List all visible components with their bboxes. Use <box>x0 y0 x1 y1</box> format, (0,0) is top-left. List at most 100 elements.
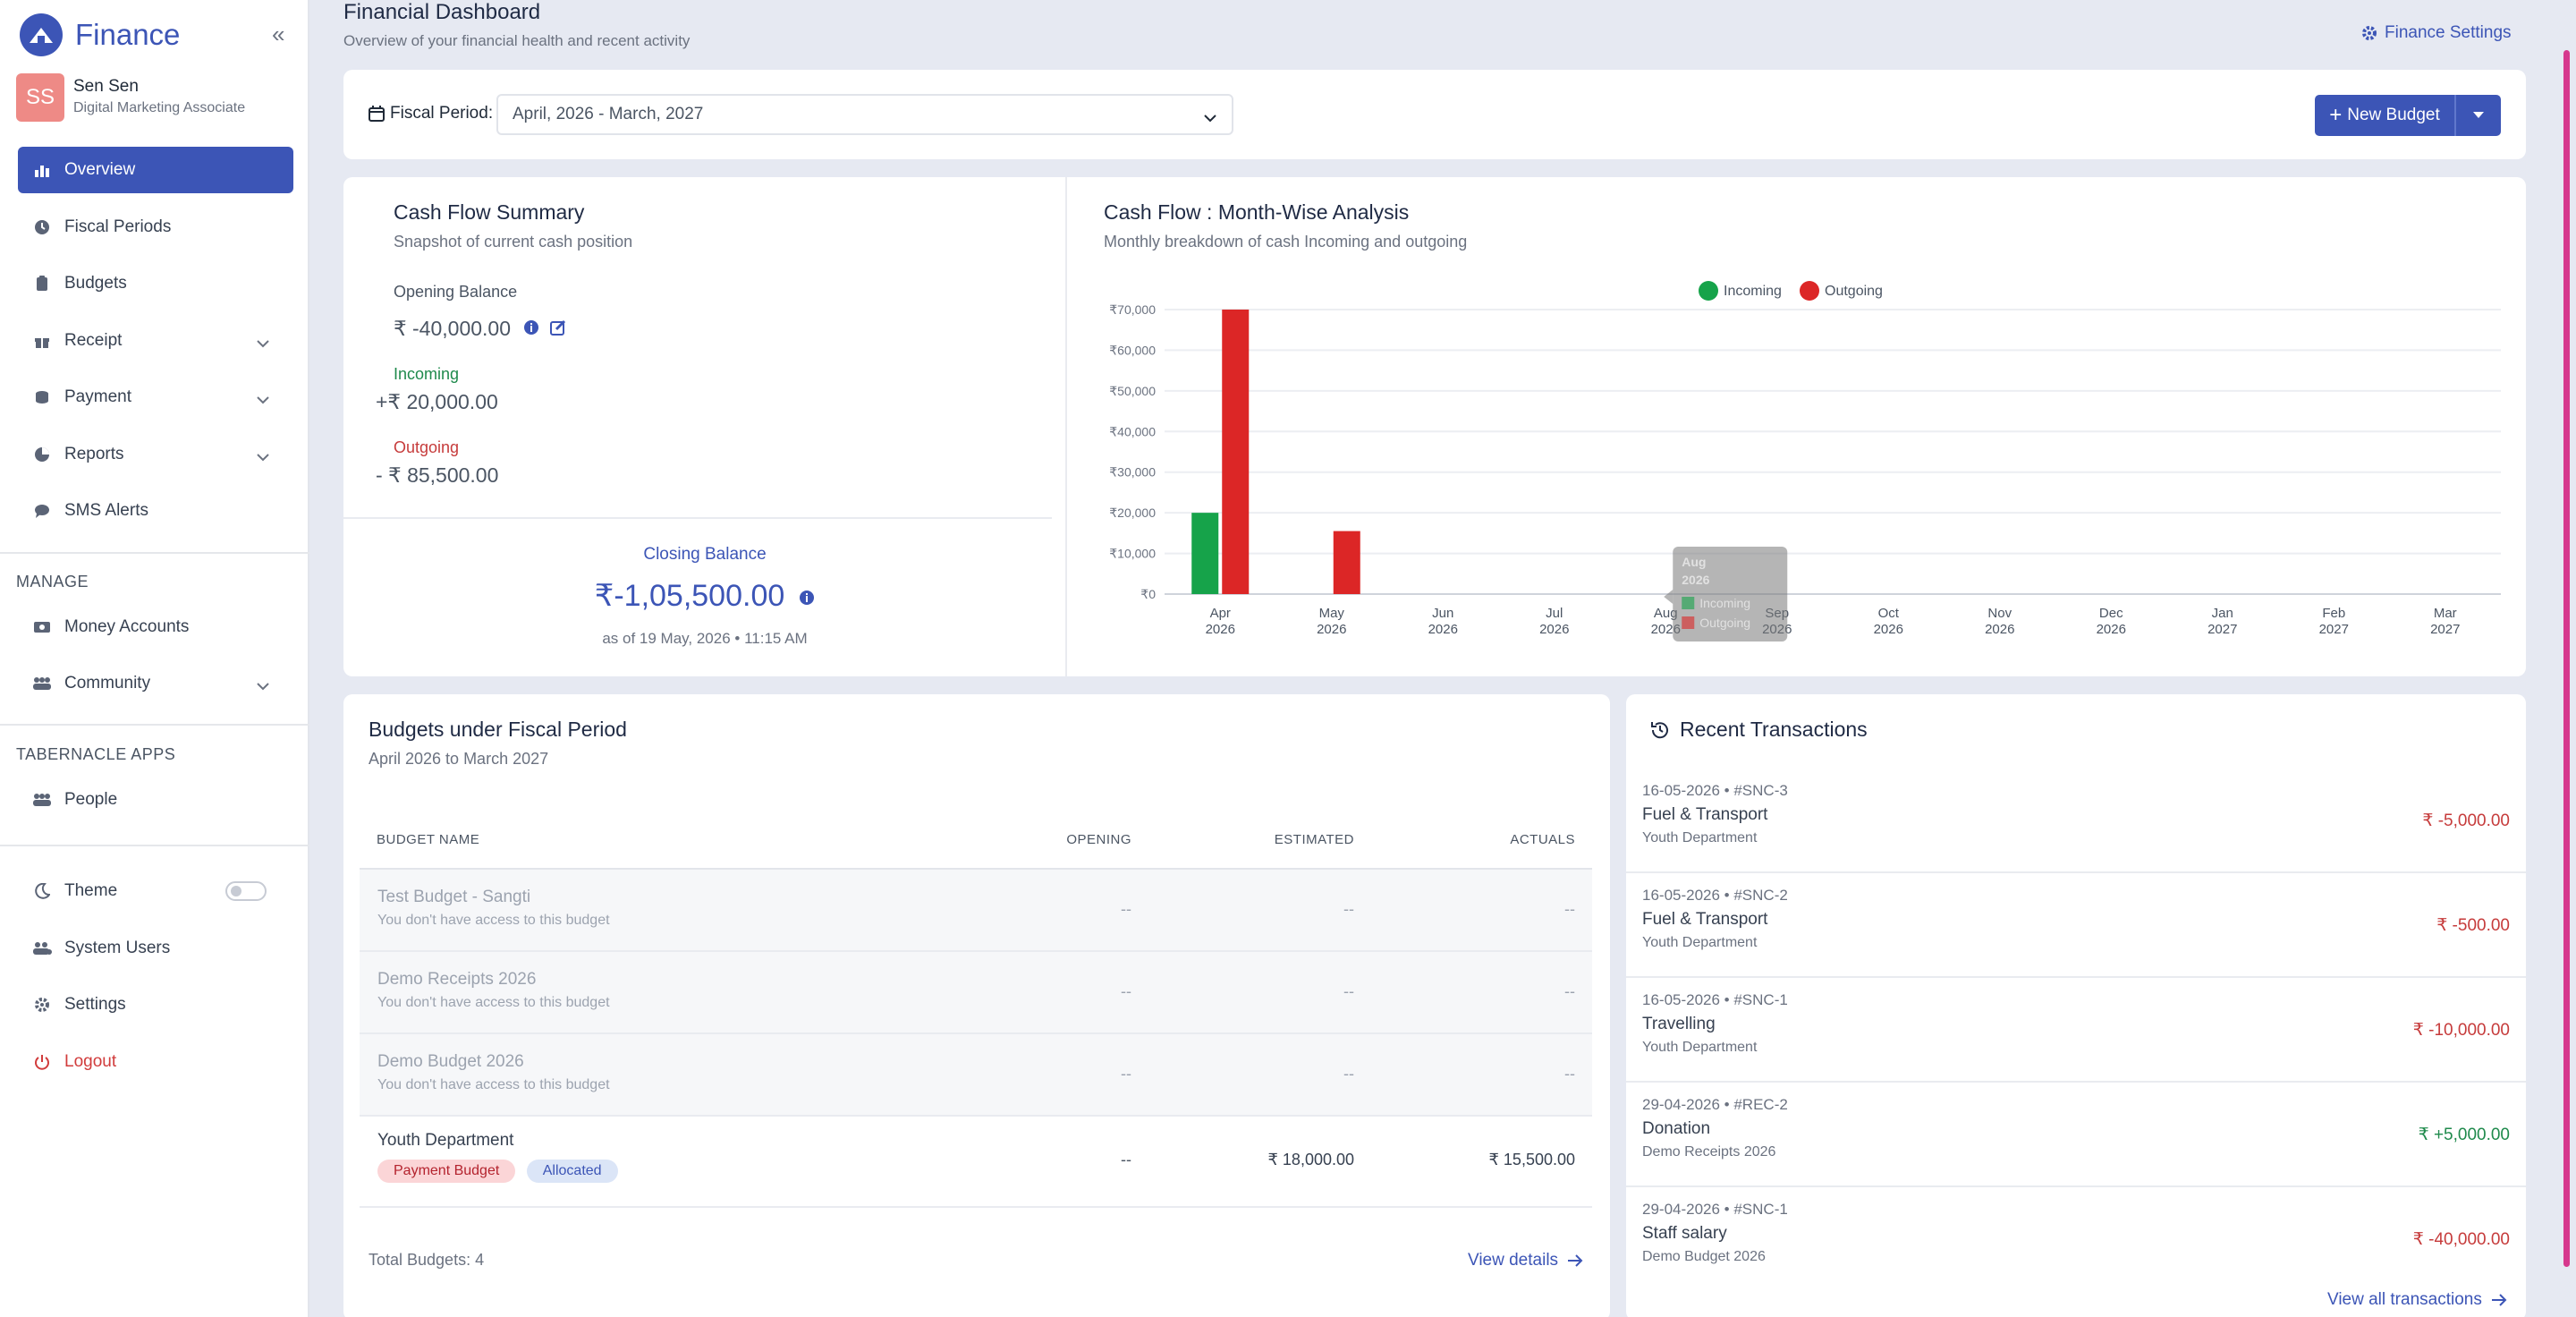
y-tick-label: ₹40,000 <box>1109 424 1156 438</box>
sidebar-item-theme[interactable]: Theme <box>18 868 293 914</box>
budget-estimated: -- <box>1343 1065 1354 1083</box>
transaction-meta: 16-05-2026 • #SNC-1 <box>1642 991 1788 1008</box>
page-scrollbar[interactable] <box>2563 50 2570 1267</box>
sidebar-item-label: Overview <box>64 160 136 179</box>
chevron-down-icon <box>256 390 270 410</box>
view-all-transactions-link[interactable]: View all transactions <box>2327 1290 2507 1310</box>
budget-note: You don't have access to this budget <box>377 1077 610 1092</box>
table-row[interactable]: Test Budget - Sangti You don't have acce… <box>360 870 1592 952</box>
closing-balance-value: ₹-1,05,500.00 <box>594 579 785 613</box>
opening-balance-label: Opening Balance <box>394 283 518 301</box>
sidebar-item-logout[interactable]: Logout <box>18 1039 293 1085</box>
sidebar-item-label: Payment <box>64 387 131 406</box>
collapse-sidebar-icon[interactable]: « <box>272 21 285 47</box>
tooltip-box <box>1673 547 1788 642</box>
budget-name: Test Budget - Sangti <box>377 888 531 906</box>
payment-budget-badge: Payment Budget <box>377 1160 516 1183</box>
budget-opening: -- <box>1121 1065 1131 1083</box>
table-row[interactable]: Demo Receipts 2026 You don't have access… <box>360 952 1592 1034</box>
transaction-item[interactable]: 16-05-2026 • #SNC-3 Fuel & Transport You… <box>1626 769 2526 873</box>
sidebar-item-system-users[interactable]: System Users <box>18 925 293 972</box>
divider <box>0 845 309 846</box>
finance-settings-label: Finance Settings <box>2385 23 2512 42</box>
clock-icon <box>32 217 52 237</box>
chart-subtitle: Monthly breakdown of cash Incoming and o… <box>1104 233 1468 251</box>
transaction-item[interactable]: 29-04-2026 • #SNC-1 Staff salary Demo Bu… <box>1626 1188 2526 1292</box>
edit-icon[interactable] <box>550 317 566 341</box>
sidebar: Finance « SS Sen Sen Digital Marketing A… <box>0 0 309 1317</box>
transaction-meta: 29-04-2026 • #REC-2 <box>1642 1096 1788 1113</box>
y-tick-label: ₹10,000 <box>1109 547 1156 561</box>
legend-label: Incoming <box>1724 284 1782 299</box>
sidebar-item-label: Fiscal Periods <box>64 217 172 236</box>
table-row[interactable]: Demo Budget 2026 You don't have access t… <box>360 1034 1592 1117</box>
sidebar-item-reports[interactable]: Reports <box>18 431 293 478</box>
section-label-tabernacle-apps: TABERNACLE APPS <box>16 745 176 763</box>
divider <box>360 868 1592 870</box>
sidebar-item-label: Money Accounts <box>64 617 190 636</box>
chat-icon <box>32 501 52 521</box>
user-profile[interactable]: SS Sen Sen Digital Marketing Associate <box>16 73 245 122</box>
transaction-item[interactable]: 16-05-2026 • #SNC-1 Travelling Youth Dep… <box>1626 979 2526 1083</box>
column-header-budget-name: BUDGET NAME <box>377 832 480 847</box>
sidebar-item-label: Receipt <box>64 331 123 350</box>
legend-swatch <box>1800 281 1819 301</box>
table-row[interactable]: Youth Department Payment Budget Allocate… <box>360 1117 1592 1208</box>
users-gear-icon <box>32 939 52 958</box>
fiscal-period-select[interactable]: April, 2026 - March, 2027 <box>496 94 1233 135</box>
finance-settings-link[interactable]: Finance Settings <box>2361 23 2512 43</box>
info-icon[interactable] <box>523 317 539 341</box>
coins-icon <box>32 387 52 407</box>
x-tick-year: 2026 <box>2097 622 2126 637</box>
budget-opening: -- <box>1121 900 1131 918</box>
chevron-down-icon <box>256 676 270 696</box>
new-budget-button[interactable]: + New Budget <box>2315 95 2456 136</box>
sidebar-item-community[interactable]: Community <box>18 660 293 707</box>
transaction-budget: Youth Department <box>1642 1040 1758 1055</box>
brand-title: Finance <box>75 18 181 51</box>
sidebar-item-overview[interactable]: Overview <box>18 147 293 193</box>
avatar: SS <box>16 73 64 122</box>
view-details-label: View details <box>1468 1251 1559 1270</box>
transaction-amount: ₹ -5,000.00 <box>2422 811 2510 830</box>
sidebar-item-budgets[interactable]: Budgets <box>18 260 293 307</box>
sidebar-item-fiscal-periods[interactable]: Fiscal Periods <box>18 204 293 251</box>
sidebar-item-people[interactable]: People <box>18 777 293 823</box>
x-tick-year: 2027 <box>2430 622 2460 637</box>
brand[interactable]: Finance <box>20 13 180 57</box>
x-tick-year: 2026 <box>1985 622 2014 637</box>
chevron-down-icon <box>1203 108 1217 128</box>
history-icon <box>1651 721 1668 738</box>
arrow-right-icon <box>1568 1254 1583 1267</box>
sidebar-item-money-accounts[interactable]: Money Accounts <box>18 604 293 650</box>
x-tick-month: Oct <box>1878 606 1900 621</box>
sidebar-item-payment[interactable]: Payment <box>18 374 293 421</box>
transaction-title: Staff salary <box>1642 1224 1727 1243</box>
new-budget-dropdown-toggle[interactable] <box>2456 95 2501 136</box>
tooltip-swatch <box>1682 616 1695 629</box>
legend-label: Outgoing <box>1825 284 1883 299</box>
theme-toggle[interactable] <box>225 881 267 901</box>
view-details-link[interactable]: View details <box>1468 1251 1583 1270</box>
user-name: Sen Sen <box>73 77 139 96</box>
fiscal-period-value: April, 2026 - March, 2027 <box>513 105 704 123</box>
sidebar-item-settings[interactable]: Settings <box>18 981 293 1028</box>
transaction-item[interactable]: 29-04-2026 • #REC-2 Donation Demo Receip… <box>1626 1083 2526 1187</box>
budget-actuals: -- <box>1564 1065 1575 1083</box>
sidebar-item-label: Theme <box>64 881 118 900</box>
budget-name: Youth Department <box>377 1131 514 1150</box>
gear-icon <box>2362 26 2377 40</box>
caret-down-icon <box>2473 112 2484 118</box>
transaction-item[interactable]: 16-05-2026 • #SNC-2 Fuel & Transport You… <box>1626 874 2526 978</box>
sidebar-item-sms-alerts[interactable]: SMS Alerts <box>18 488 293 534</box>
info-icon[interactable] <box>799 579 815 614</box>
opening-balance-value-row: ₹ -40,000.00 <box>394 317 566 341</box>
bar-outgoing <box>1333 531 1360 594</box>
sidebar-item-label: Logout <box>64 1052 117 1071</box>
budget-actuals: -- <box>1564 982 1575 1000</box>
chart-title: Cash Flow : Month-Wise Analysis <box>1104 200 1410 224</box>
budget-actuals: -- <box>1564 900 1575 918</box>
sidebar-item-receipt[interactable]: Receipt <box>18 318 293 364</box>
y-tick-label: ₹60,000 <box>1109 343 1156 357</box>
budget-estimated: ₹ 18,000.00 <box>1267 1151 1354 1168</box>
